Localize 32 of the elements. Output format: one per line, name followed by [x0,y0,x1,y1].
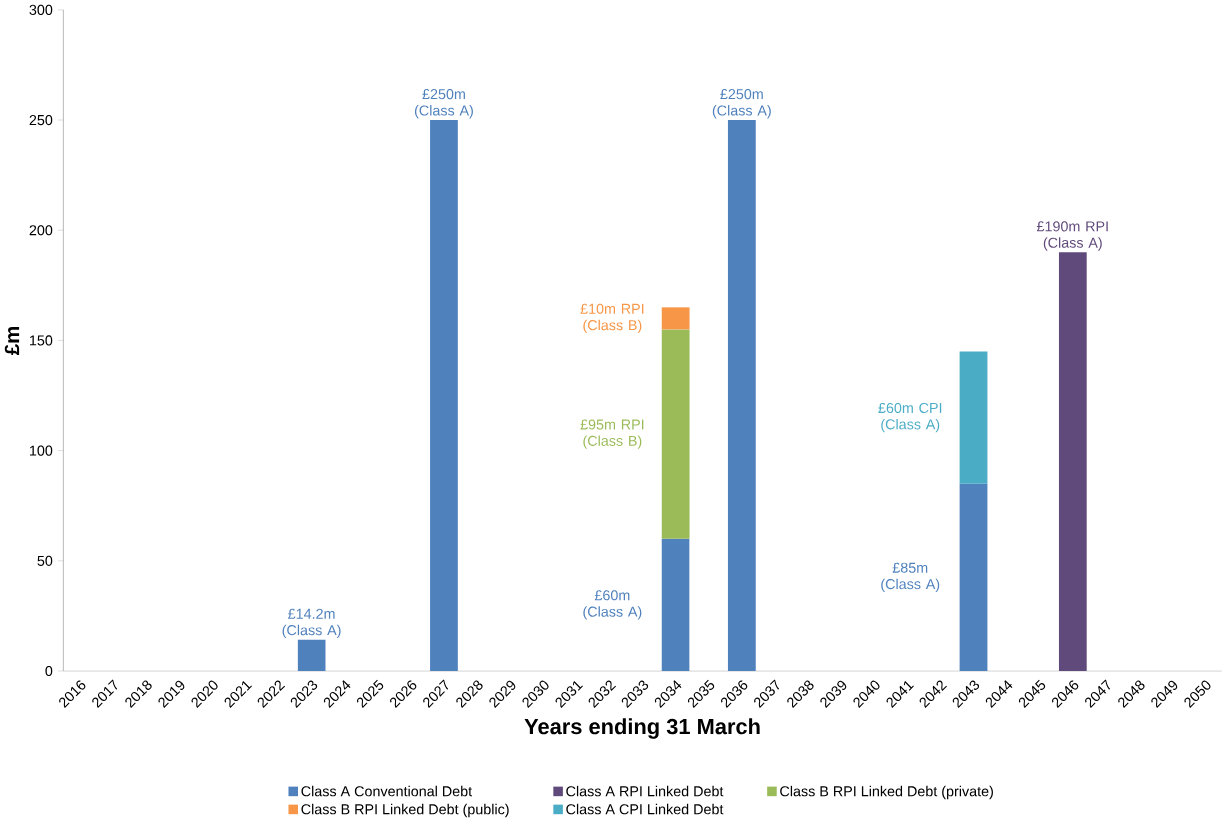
y-tick-label: 0 [45,666,53,677]
bar [430,120,458,672]
bar [661,329,690,539]
y-tick-label: 250 [29,115,53,126]
annotation: £60m CPI (Class A) [878,402,942,433]
y-tick-label: 300 [29,4,53,16]
bar [661,538,690,672]
y-tick-label: 100 [30,445,53,456]
x-axis-title: Years ending 31 March [524,718,760,739]
annotation: £85m (Class A) [881,562,940,593]
legend-label: Class A CPI Linked Debt [566,803,724,815]
y-tick-label: 50 [37,555,53,566]
bar [959,483,988,672]
legend-label: Class B RPI Linked Debt (public) [301,803,509,818]
legend-label: Class A RPI Linked Debt [566,785,724,797]
bar [959,351,988,484]
annotation: £14.2m (Class A) [282,608,341,639]
annotation: £250m (Class A) [414,89,473,119]
y-axis-title: £m [4,326,20,356]
annotation: £190m RPI (Class A) [1036,221,1108,251]
bar [727,120,756,672]
annotation: £10m RPI (Class B) [580,303,644,334]
y-tick-label: 150 [30,335,53,346]
y-tick-label: 200 [29,225,53,236]
annotation: £95m RPI (Class B) [580,419,644,449]
legend-label: Class B RPI Linked Debt (private) [780,785,993,800]
bar [297,639,326,672]
annotation: £250m (Class A) [712,89,771,119]
legend-label: Class A Conventional Debt [301,785,473,797]
annotation: £60m (Class A) [583,590,642,620]
bar [661,307,690,330]
bar [1058,252,1087,672]
